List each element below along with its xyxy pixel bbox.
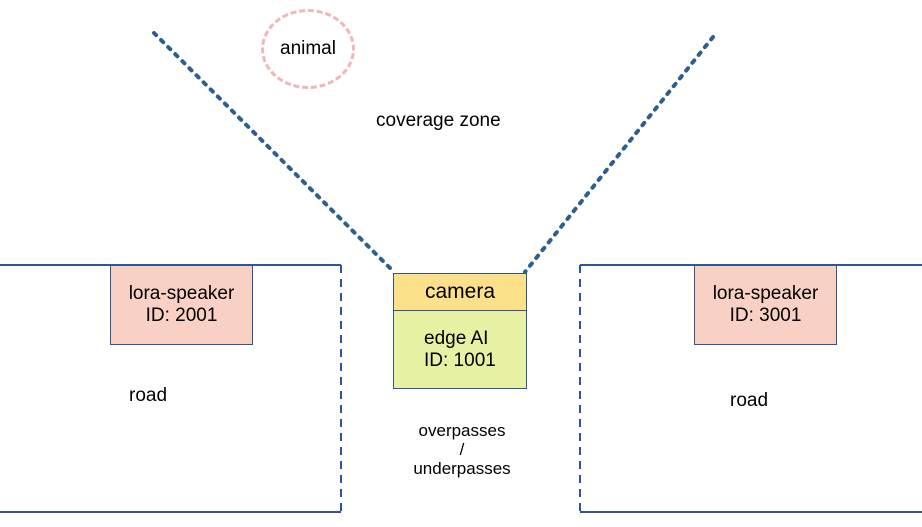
crossing-line-3: underpasses bbox=[413, 459, 511, 478]
road-left-label: road bbox=[129, 385, 168, 406]
speaker-left-id: ID: 2001 bbox=[145, 305, 218, 326]
crossing-label: overpasses / underpasses bbox=[396, 421, 528, 478]
camera-label: camera bbox=[424, 280, 496, 303]
speaker-right-label: lora-speaker bbox=[712, 283, 819, 304]
edge-ai-id: ID: 1001 bbox=[424, 349, 496, 371]
crossing-line-2: / bbox=[459, 440, 465, 459]
crossing-line-1: overpasses bbox=[418, 421, 506, 440]
speaker-left-label: lora-speaker bbox=[128, 283, 235, 304]
animal-circle: animal bbox=[261, 9, 355, 89]
animal-label: animal bbox=[280, 38, 336, 59]
lora-speaker-right: lora-speaker ID: 3001 bbox=[694, 265, 837, 345]
coverage-line-left bbox=[152, 31, 396, 274]
edge-ai-label: edge AI bbox=[424, 327, 489, 349]
speaker-right-id: ID: 3001 bbox=[729, 305, 802, 326]
coverage-line-right bbox=[523, 35, 715, 274]
camera-box: camera bbox=[393, 273, 527, 311]
edge-ai-box: edge AI ID: 1001 bbox=[393, 310, 527, 389]
lora-speaker-left: lora-speaker ID: 2001 bbox=[110, 265, 253, 345]
coverage-zone-label: coverage zone bbox=[376, 110, 501, 131]
road-right-label: road bbox=[730, 390, 769, 411]
